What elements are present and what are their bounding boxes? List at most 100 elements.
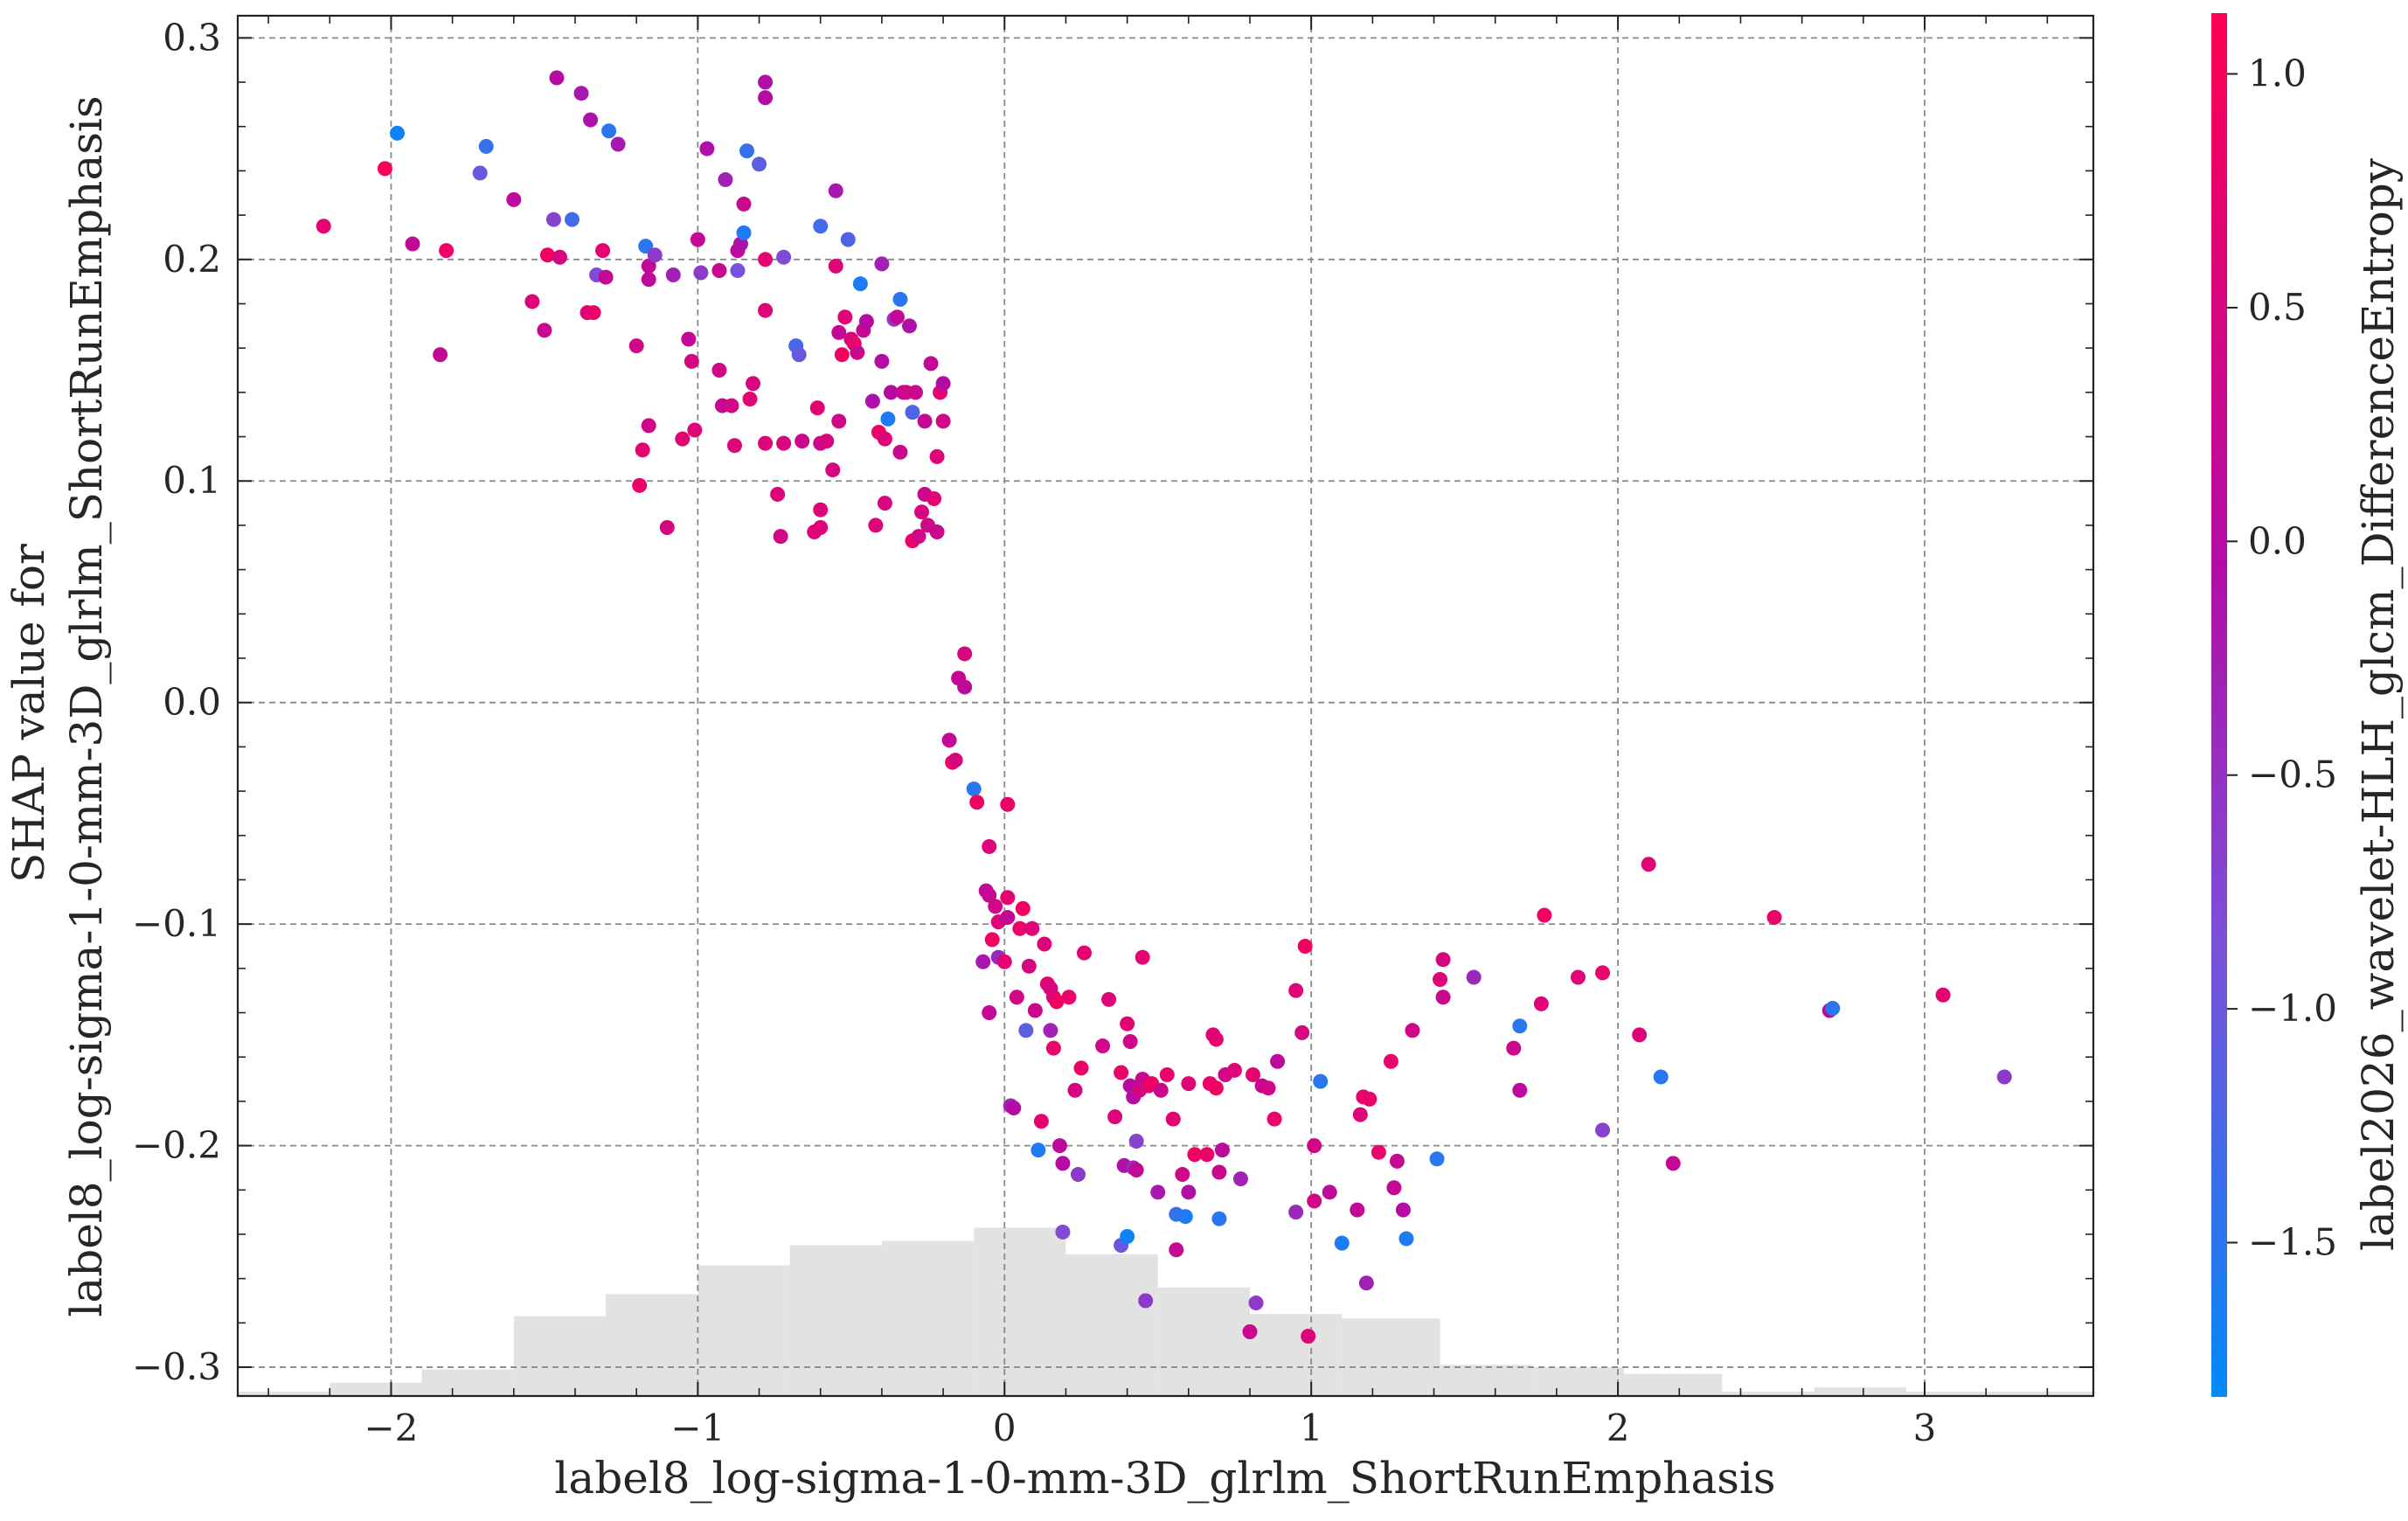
scatter-point [1159, 1066, 1175, 1082]
scatter-point [1169, 1242, 1184, 1258]
scatter-point [1055, 1224, 1071, 1240]
scatter-point [1334, 1235, 1350, 1251]
scatter-point [1825, 1000, 1841, 1016]
scatter-point [718, 172, 733, 188]
scatter-point [982, 887, 997, 903]
scatter-point [377, 161, 392, 177]
scatter-point [389, 125, 405, 141]
scatter-point [892, 444, 908, 460]
scatter-point [1107, 1109, 1123, 1125]
scatter-point [1433, 972, 1448, 988]
scatter-point [935, 376, 951, 392]
scatter-point [1429, 1151, 1445, 1167]
scatter-point [687, 422, 703, 438]
scatter-point [1122, 1033, 1138, 1049]
scatter-point [795, 434, 810, 449]
scatter-point [690, 232, 705, 247]
scatter-point [552, 249, 567, 265]
histogram-bar [1814, 1386, 1906, 1396]
scatter-point [1061, 990, 1077, 1005]
scatter-point [1653, 1069, 1669, 1085]
scatter-point [549, 70, 565, 86]
scatter-point [1313, 1073, 1329, 1089]
scatter-point [850, 344, 865, 360]
scatter-point [1260, 1080, 1276, 1096]
scatter-point [746, 376, 761, 392]
scatter-point [819, 434, 835, 449]
y-tick-label: 0.1 [163, 459, 221, 502]
scatter-point [586, 305, 601, 321]
scatter-point [1350, 1202, 1365, 1218]
scatter-point [1077, 945, 1093, 961]
scatter-point [681, 331, 697, 347]
scatter-point [524, 294, 540, 309]
scatter-point [1362, 1091, 1377, 1107]
scatter-point [1024, 920, 1040, 936]
scatter-point [601, 123, 617, 139]
scatter-point [758, 90, 774, 106]
histogram-bar [1440, 1365, 1532, 1396]
scatter-point [905, 405, 920, 420]
scatter-point [758, 302, 774, 318]
scatter-point [641, 418, 656, 434]
scatter-point [1120, 1016, 1135, 1031]
scatter-point [1120, 1229, 1135, 1245]
scatter-point [1383, 1053, 1398, 1069]
y-tick-label: 0.2 [163, 238, 221, 281]
scatter-point [628, 338, 644, 354]
colorbar: 1.0 0.5 0.0 −0.5 −1.0 −1.5 label2026_wavelet-… [2211, 13, 2404, 1397]
scatter-point [1153, 1082, 1169, 1098]
scatter-point [1051, 1138, 1067, 1154]
scatter-point [1246, 1066, 1261, 1082]
y-tick-label: −0.1 [132, 902, 221, 945]
x-tick-label: 0 [993, 1406, 1017, 1449]
colorbar-ticks: 1.0 0.5 0.0 −0.5 −1.0 −1.5 [2227, 52, 2337, 1264]
scatter-point [573, 86, 589, 101]
scatter-point [1128, 1162, 1144, 1177]
scatter-point [1248, 1295, 1264, 1311]
scatter-point [1199, 1147, 1215, 1163]
scatter-point [647, 247, 663, 263]
scatter-point [742, 391, 758, 406]
scatter-point [1208, 1080, 1224, 1096]
scatter-point [1297, 938, 1313, 954]
scatter-point [1031, 1142, 1046, 1158]
histogram-bar [697, 1265, 790, 1396]
scatter-point [758, 252, 774, 267]
scatter-point [837, 309, 853, 325]
scatter-point [1307, 1193, 1322, 1209]
scatter-point [831, 413, 847, 429]
histogram-bar [1157, 1287, 1250, 1396]
y-tick-label: 0.0 [163, 681, 221, 724]
scatter-point [758, 74, 774, 90]
scatter-point [1288, 1205, 1304, 1220]
scatter-point [1000, 890, 1016, 906]
scatter-point [506, 191, 522, 207]
scatter-point [1000, 796, 1016, 812]
scatter-point [947, 753, 963, 768]
scatter-point [641, 272, 656, 288]
scatter-point [598, 269, 614, 285]
scatter-point [1386, 1180, 1402, 1196]
scatter-point [433, 347, 448, 363]
histogram-bar [513, 1316, 607, 1396]
scatter-point [813, 502, 829, 517]
y-tick-label: 0.3 [163, 16, 221, 59]
scatter-point [982, 838, 997, 854]
y-tick-label: −0.2 [132, 1124, 221, 1167]
scatter-point [828, 183, 843, 198]
scatter-point [813, 219, 829, 234]
scatter-point [874, 256, 890, 272]
scatter-point [917, 413, 933, 429]
scatter-point [724, 398, 739, 413]
scatter-point [966, 781, 982, 797]
scatter-point [1512, 1082, 1528, 1098]
scatter-point [941, 733, 957, 748]
scatter-point [889, 309, 905, 325]
scatter-point [1358, 1275, 1374, 1291]
scatter-point [770, 486, 786, 502]
grid [238, 16, 2093, 1396]
scatter-point [825, 462, 841, 478]
scatter-point [791, 347, 807, 363]
colorbar-tick-label: −1.5 [2248, 1221, 2337, 1264]
